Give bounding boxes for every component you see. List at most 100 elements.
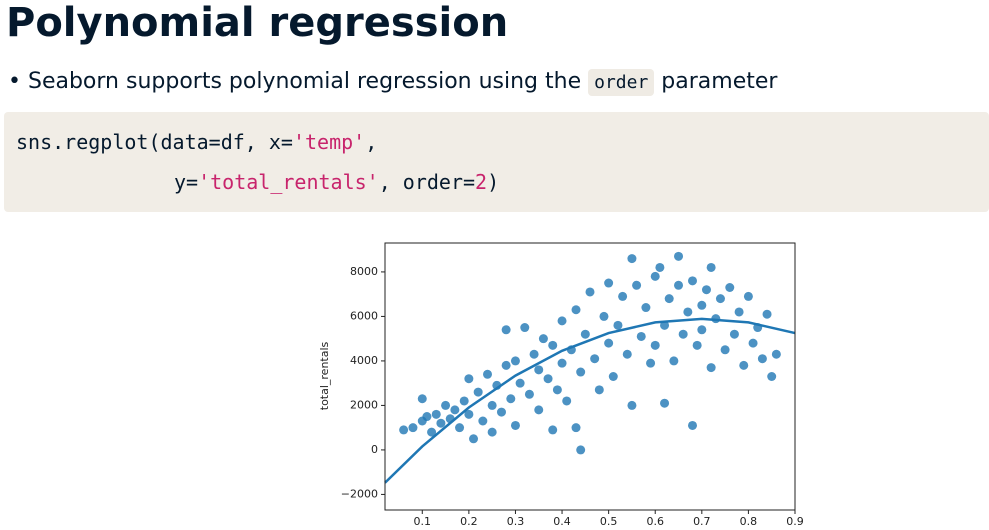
- point: [748, 338, 758, 348]
- point: [743, 291, 753, 301]
- x-tick-label: 0.7: [693, 515, 711, 528]
- point: [520, 323, 530, 333]
- code-string: 'temp': [292, 130, 366, 154]
- point: [715, 294, 725, 304]
- bullet-text: parameter: [654, 69, 778, 94]
- x-tick-label: 0.2: [460, 515, 478, 528]
- point: [608, 372, 618, 381]
- point: [464, 374, 474, 384]
- point: [510, 420, 520, 430]
- point: [496, 407, 506, 417]
- point: [627, 254, 637, 264]
- point: [483, 369, 492, 379]
- point: [534, 365, 544, 375]
- point: [664, 294, 674, 304]
- bullet: • Seaborn supports polynomial regression…: [8, 69, 778, 96]
- point: [585, 287, 595, 297]
- point: [613, 320, 623, 330]
- point: [552, 385, 562, 395]
- point: [697, 325, 707, 335]
- code: y=: [174, 170, 199, 194]
- point: [510, 356, 520, 366]
- point: [431, 409, 441, 419]
- point: [501, 325, 511, 335]
- point: [720, 345, 730, 355]
- point: [688, 420, 697, 430]
- point: [487, 400, 497, 410]
- point: [697, 300, 707, 310]
- point: [529, 349, 539, 359]
- point: [725, 283, 735, 292]
- point: [576, 445, 586, 455]
- point: [580, 329, 590, 339]
- point: [627, 400, 637, 410]
- point: [692, 340, 702, 350]
- y-tick-label: 6000: [350, 309, 378, 322]
- point: [562, 396, 572, 406]
- code: ): [487, 170, 500, 194]
- x-tick-label: 0.4: [553, 515, 571, 528]
- code-number: 2: [475, 170, 488, 194]
- y-tick-label: −2000: [341, 487, 378, 500]
- y-tick-label: 4000: [350, 354, 378, 367]
- point: [543, 374, 553, 384]
- point: [548, 425, 558, 435]
- point: [604, 278, 614, 288]
- point: [464, 409, 474, 419]
- point: [538, 334, 548, 344]
- point: [650, 271, 660, 281]
- point: [767, 372, 777, 381]
- point: [655, 262, 665, 272]
- point: [604, 338, 614, 348]
- point: [478, 416, 488, 426]
- slide-title: Polynomial regression: [6, 0, 509, 46]
- point: [501, 360, 511, 370]
- point: [734, 307, 744, 317]
- point: [683, 307, 693, 317]
- plot-frame: [384, 242, 796, 511]
- point: [576, 367, 586, 377]
- x-tick-label: 0.5: [600, 515, 618, 528]
- point: [436, 418, 446, 428]
- point: [729, 329, 739, 339]
- point: [594, 385, 604, 395]
- x-tick-label: 0.8: [740, 515, 758, 528]
- code-string: 'total_rentals': [198, 170, 379, 194]
- point: [571, 305, 581, 315]
- point: [571, 423, 581, 433]
- point: [441, 400, 451, 410]
- point: [455, 423, 465, 433]
- chart: total_rentals 0.1 0.2 0.3 0.4 0.5 0.6 0.7 0.8 0.…: [318, 242, 804, 528]
- inline-code: order: [588, 69, 655, 96]
- code-line: sns.regplot(data=df, x='temp',: [16, 130, 377, 154]
- regression-line: [384, 317, 796, 484]
- point: [701, 285, 711, 295]
- point: [674, 251, 684, 261]
- x-tick-label: 0.9: [786, 515, 804, 528]
- point: [688, 276, 697, 286]
- x-tick-label: 0.3: [507, 515, 525, 528]
- point: [706, 262, 716, 272]
- point: [427, 427, 437, 437]
- point: [422, 412, 432, 422]
- point: [650, 340, 660, 350]
- point: [524, 389, 534, 399]
- y-tick-label: 0: [371, 443, 378, 456]
- code: , order=: [378, 170, 476, 194]
- point: [706, 363, 716, 373]
- point: [762, 309, 772, 319]
- point: [674, 280, 684, 290]
- x-tick-label: 0.1: [414, 515, 432, 528]
- x-tick-label: 0.6: [646, 515, 664, 528]
- point: [506, 394, 516, 404]
- point: [487, 427, 497, 437]
- point: [632, 280, 642, 290]
- point: [678, 329, 688, 339]
- point: [408, 423, 418, 433]
- point: [399, 425, 409, 435]
- point: [618, 291, 628, 301]
- point: [636, 331, 646, 341]
- point: [515, 378, 525, 388]
- y-tick-label: 2000: [350, 398, 378, 411]
